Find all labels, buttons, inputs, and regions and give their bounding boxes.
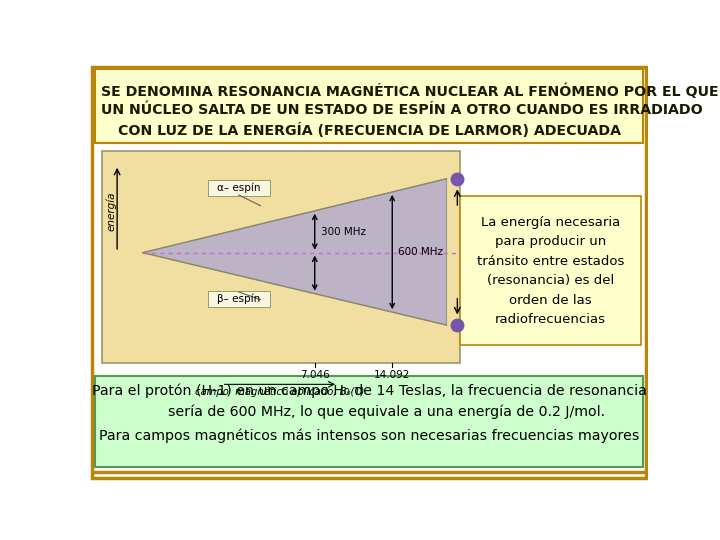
FancyBboxPatch shape (92, 67, 646, 478)
FancyBboxPatch shape (94, 70, 644, 143)
Text: Para el protón (H-1) en un campo H₀ de 14 Teslas, la frecuencia de resonancia
  : Para el protón (H-1) en un campo H₀ de 1… (91, 383, 647, 419)
Text: La energía necesaria
para producir un
tránsito entre estados
(resonancia) es del: La energía necesaria para producir un tr… (477, 215, 624, 326)
Text: UN NÚCLEO SALTA DE UN ESTADO DE ESPÍN A OTRO CUANDO ES IRRADIADO: UN NÚCLEO SALTA DE UN ESTADO DE ESPÍN A … (101, 103, 703, 117)
FancyBboxPatch shape (94, 376, 644, 467)
FancyBboxPatch shape (208, 180, 270, 195)
Text: Para campos magnéticos más intensos son necesarias frecuencias mayores: Para campos magnéticos más intensos son … (99, 428, 639, 443)
FancyBboxPatch shape (102, 151, 461, 363)
Text: 7.046: 7.046 (300, 370, 330, 381)
Text: 14.092: 14.092 (374, 370, 410, 381)
FancyBboxPatch shape (208, 291, 270, 307)
Text: energía: energía (107, 191, 117, 231)
Text: β– espín: β– espín (217, 294, 261, 304)
Text: 300 MHz: 300 MHz (321, 227, 366, 237)
Text: campo  magnético aplicado, B₀(T): campo magnético aplicado, B₀(T) (195, 387, 364, 397)
FancyBboxPatch shape (461, 197, 641, 345)
Text: CON LUZ DE LA ENERGÍA (FRECUENCIA DE LARMOR) ADECUADA: CON LUZ DE LA ENERGÍA (FRECUENCIA DE LAR… (117, 123, 621, 138)
Text: α– espín: α– espín (217, 183, 261, 193)
Text: 600 MHz: 600 MHz (398, 247, 444, 257)
Polygon shape (143, 179, 446, 325)
Text: SE DENOMINA RESONANCIA MAGNÉTICA NUCLEAR AL FENÓMENO POR EL QUE: SE DENOMINA RESONANCIA MAGNÉTICA NUCLEAR… (101, 83, 719, 99)
